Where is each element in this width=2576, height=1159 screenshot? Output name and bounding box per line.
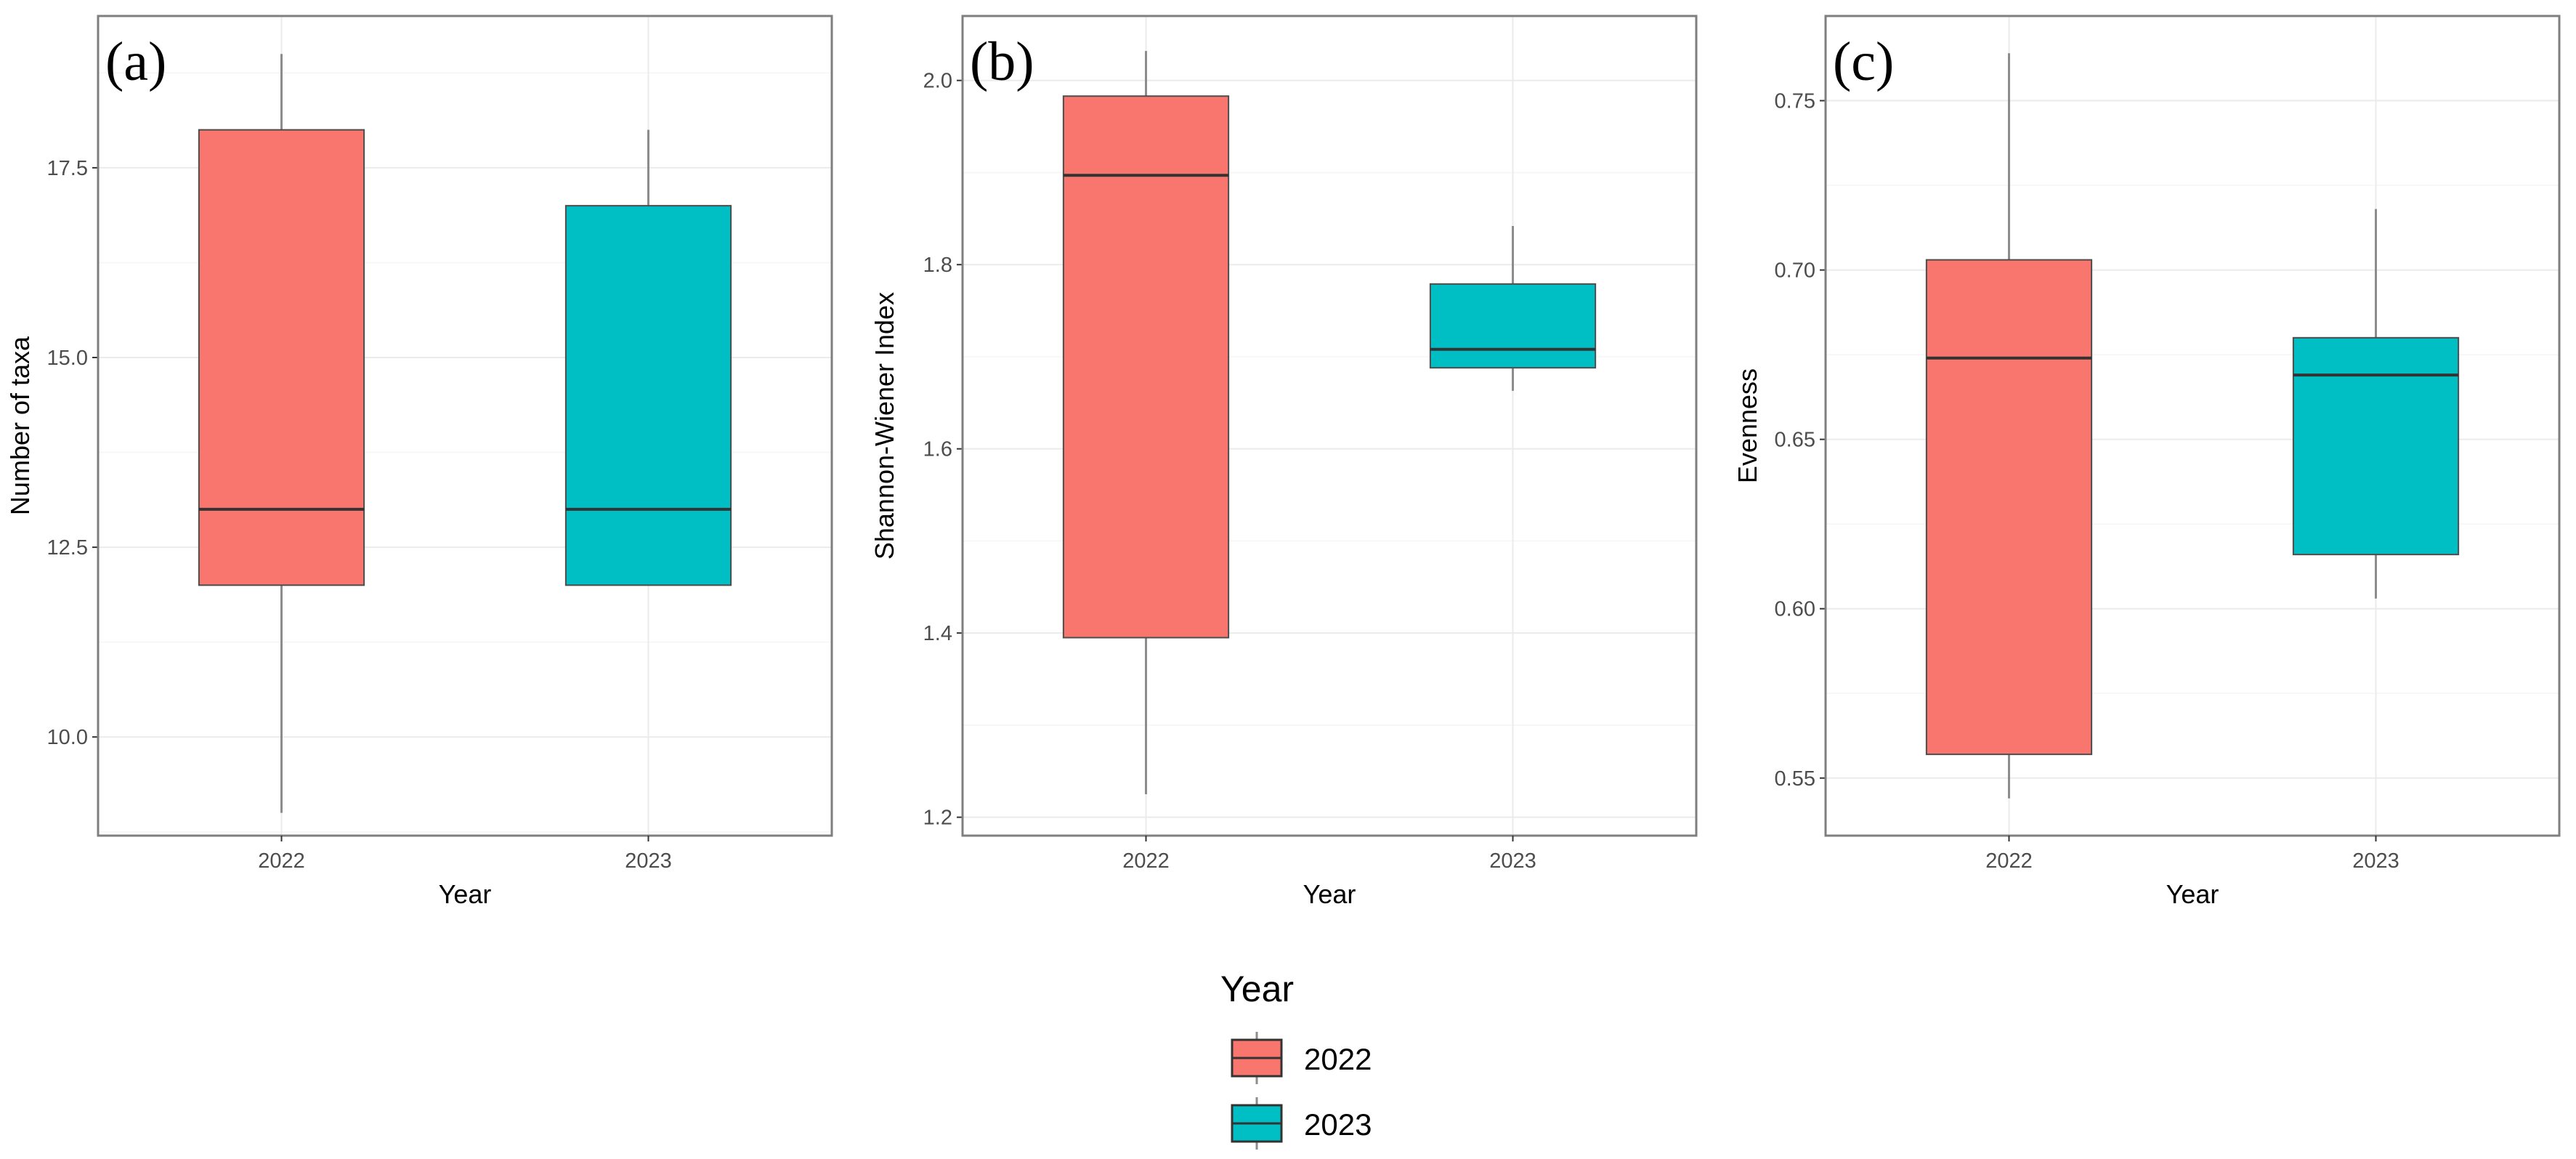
legend-label-2023: 2023 bbox=[1304, 1107, 1372, 1142]
panel-c: 0.55 0.60 0.65 0.70 0.75 2022 2023 Year Evenness… bbox=[1733, 15, 2561, 909]
legend: Year 2022 2023 bbox=[1220, 969, 1372, 1150]
legend-title: Year bbox=[1220, 969, 1294, 1009]
x-tick-label-2022: 2022 bbox=[1122, 849, 1170, 873]
legend-label-2022: 2022 bbox=[1304, 1042, 1372, 1076]
y-tick-label: 0.70 bbox=[1775, 259, 1815, 283]
box-iqr bbox=[1062, 95, 1230, 639]
y-tick-label: 12.5 bbox=[47, 536, 88, 560]
y-tick-label: 15.0 bbox=[47, 347, 88, 370]
x-axis-title: Year bbox=[1303, 879, 1356, 909]
box-iqr bbox=[2292, 336, 2460, 556]
y-tick-label: 2.0 bbox=[923, 70, 952, 93]
panel-label: (c) bbox=[1833, 31, 1894, 92]
y-axis-title: Number of taxa bbox=[5, 336, 35, 515]
box-2022 bbox=[198, 54, 365, 813]
y-tick-label: 0.55 bbox=[1775, 767, 1815, 791]
box-2022 bbox=[1062, 51, 1230, 794]
x-tick-label-2023: 2023 bbox=[1489, 849, 1536, 873]
box-iqr bbox=[1925, 259, 2093, 756]
y-axis-title: Shannon-Wiener Index bbox=[870, 292, 899, 560]
box-iqr bbox=[564, 205, 732, 586]
y-tick-label: 0.60 bbox=[1775, 598, 1815, 621]
box-2023 bbox=[2292, 209, 2460, 599]
y-tick-label: 0.75 bbox=[1775, 90, 1815, 113]
panel-label: (a) bbox=[105, 31, 166, 92]
panel-border bbox=[1824, 15, 2561, 837]
y-tick-label: 1.8 bbox=[923, 254, 952, 277]
legend-key-2022 bbox=[1231, 1032, 1283, 1084]
y-tick-label: 17.5 bbox=[47, 157, 88, 180]
x-tick-label-2023: 2023 bbox=[2352, 849, 2399, 873]
x-tick-label-2022: 2022 bbox=[1985, 849, 2033, 873]
panel-border bbox=[97, 15, 833, 837]
panel-border bbox=[961, 15, 1698, 837]
panel-b: 1.2 1.4 1.6 1.8 2.0 2022 2023 Year Shannon-Wiene… bbox=[870, 15, 1698, 909]
x-tick-label-2022: 2022 bbox=[258, 849, 305, 873]
panel-label: (b) bbox=[970, 31, 1034, 92]
x-tick-label-2023: 2023 bbox=[625, 849, 672, 873]
box-2022 bbox=[1925, 53, 2093, 799]
box-2023 bbox=[1429, 225, 1597, 391]
box-iqr bbox=[198, 129, 365, 586]
box-2023 bbox=[564, 129, 732, 586]
legend-key-2023 bbox=[1231, 1097, 1283, 1150]
y-tick-label: 10.0 bbox=[47, 726, 88, 749]
panel-a: 10.0 12.5 15.0 17.5 2022 2023 Year Number of ta… bbox=[5, 15, 833, 909]
box-iqr bbox=[1429, 283, 1597, 369]
y-tick-label: 1.4 bbox=[923, 622, 952, 645]
y-axis-title: Evenness bbox=[1733, 368, 1762, 483]
x-axis-title: Year bbox=[2166, 879, 2219, 909]
y-tick-label: 1.6 bbox=[923, 438, 952, 461]
y-tick-label: 0.65 bbox=[1775, 429, 1815, 452]
y-tick-label: 1.2 bbox=[923, 807, 952, 830]
x-axis-title: Year bbox=[439, 879, 492, 909]
